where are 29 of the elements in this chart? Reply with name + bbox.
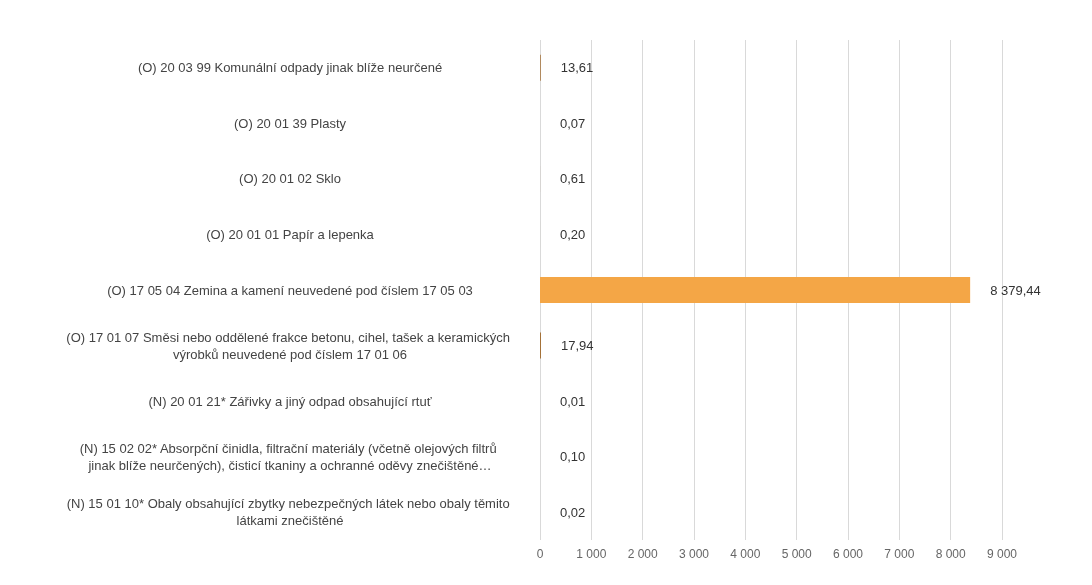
bar <box>540 277 971 303</box>
y-tick-label: (O) 20 01 02 Sklo <box>239 171 341 187</box>
data-label: 0,07 <box>560 115 586 131</box>
x-tick-label: 0 <box>536 547 544 561</box>
x-tick-label: 3 000 <box>678 547 710 561</box>
x-tick-label: 7 000 <box>884 547 915 561</box>
x-tick-label: 5 000 <box>781 547 813 561</box>
data-label: 17,94 <box>560 338 594 354</box>
y-tick-label: (N) 15 01 10* Obaly obsahující zbytky nebezpečných látek nebo obaly těmito látkami znečištěné <box>66 496 514 529</box>
data-label: 0,10 <box>560 449 586 465</box>
x-tick-label: 1 000 <box>576 547 607 561</box>
data-label: 8 379,44 <box>990 282 1041 298</box>
y-tick-label: (O) 20 01 39 Plasty <box>234 115 347 131</box>
y-tick-label: (O) 20 01 01 Papír a lepenka <box>206 226 375 242</box>
x-tick-label: 9 000 <box>986 547 1018 561</box>
x-tick-label: 8 000 <box>935 547 967 561</box>
data-label: 13,61 <box>560 60 594 76</box>
x-tick-label: 4 000 <box>730 547 761 561</box>
y-tick-label: (O) 20 03 99 Komunální odpady jinak blíže neurčené <box>137 60 443 76</box>
y-tick-label: (O) 17 01 07 Směsi nebo oddělené frakce betonu, cihel, tašek a keramických výrobků neuvedené pod číslem 17 01 06 <box>66 329 514 362</box>
data-label: 0,01 <box>560 393 586 409</box>
data-label: 0,02 <box>560 504 586 520</box>
x-tick-label: 2 000 <box>627 547 659 561</box>
y-tick-label: (O) 17 05 04 Zemina a kamení neuvedené pod číslem 17 05 03 <box>107 282 473 298</box>
y-tick-label: (N) 15 02 02* Absorpční činidla, filtrační materiály (včetně olejových filtrů jinak blíže neurčených), čisticí tkaniny a ochranné oděvy znečištěné… <box>79 440 501 473</box>
data-label: 0,61 <box>560 171 586 187</box>
data-label: 0,20 <box>560 226 586 242</box>
x-tick-label: 6 000 <box>832 547 864 561</box>
y-tick-label: (N) 20 01 21* Zářivky a jiný odpad obsahující rtuť <box>148 393 432 409</box>
